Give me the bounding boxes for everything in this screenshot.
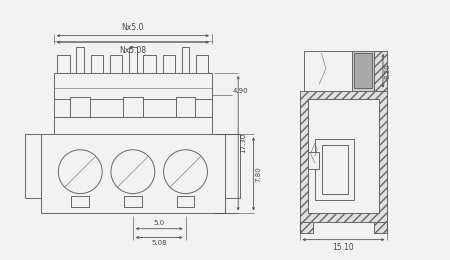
Bar [321, 145, 348, 194]
Text: 8.20: 8.20 [385, 63, 391, 79]
Text: 5.0: 5.0 [153, 220, 165, 226]
Text: 7.80: 7.80 [255, 166, 261, 182]
Bar [315, 139, 355, 200]
Bar [163, 55, 175, 73]
Bar [110, 55, 122, 73]
Bar [72, 196, 89, 207]
Bar [308, 152, 319, 170]
Bar [304, 51, 352, 90]
Bar [177, 196, 194, 207]
Bar [300, 90, 387, 222]
Bar [124, 196, 142, 207]
Bar [300, 222, 313, 233]
Text: 5.08: 5.08 [151, 240, 167, 246]
Bar [76, 47, 84, 73]
Bar [355, 53, 372, 88]
Bar [58, 55, 70, 73]
Bar [361, 51, 387, 90]
Bar [352, 51, 374, 90]
Bar [144, 55, 156, 73]
Text: Nx5.08: Nx5.08 [119, 46, 146, 55]
Bar [374, 222, 387, 233]
Bar [225, 134, 240, 198]
Bar [123, 97, 143, 117]
Bar [308, 99, 378, 213]
Bar [176, 97, 195, 117]
Text: 17.30: 17.30 [240, 133, 246, 153]
Bar [129, 47, 137, 73]
Text: 15.10: 15.10 [333, 243, 354, 252]
Bar [308, 99, 378, 213]
Bar [181, 47, 189, 73]
Text: 4.90: 4.90 [233, 88, 248, 94]
Bar [41, 134, 225, 213]
Text: Nx5.0: Nx5.0 [122, 23, 144, 32]
Bar [54, 73, 212, 134]
Bar [25, 134, 41, 198]
Bar [91, 55, 103, 73]
Bar [70, 97, 90, 117]
Bar [196, 55, 208, 73]
